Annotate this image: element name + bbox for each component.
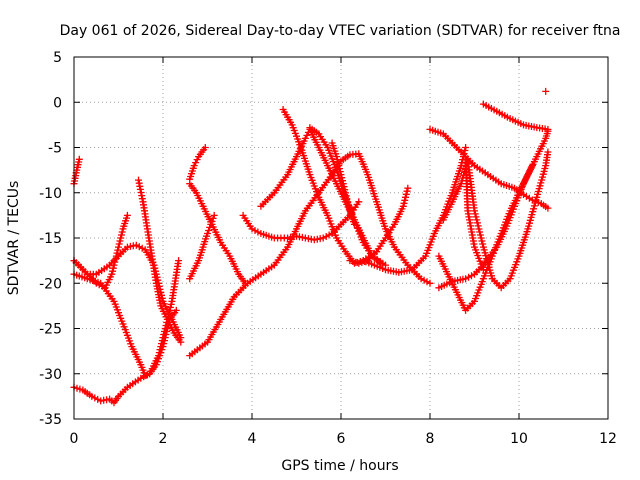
- axis-ticks: 0 2 4 6 8 10 12 5 0 -5 -10 -15 -20 -25 -30 -35: [39, 50, 617, 447]
- plus-markers: [135, 176, 185, 346]
- y-tick-label: -25: [39, 322, 62, 338]
- y-tick-label: -20: [39, 276, 62, 292]
- x-tick-label: 12: [599, 431, 617, 447]
- data-series: [70, 87, 552, 407]
- x-tick-label: 4: [248, 431, 257, 447]
- y-tick-label: -35: [39, 412, 62, 428]
- plus-markers: [346, 184, 412, 267]
- x-tick-label: 0: [70, 431, 79, 447]
- plus-markers: [439, 148, 552, 292]
- plus-markers: [186, 150, 434, 360]
- plus-markers: [435, 162, 536, 292]
- series-arc-22: [435, 162, 536, 292]
- series-arc-21: [439, 148, 552, 292]
- plus-markers: [542, 87, 550, 95]
- series-arc-06: [135, 176, 185, 346]
- series-arc-16: [346, 184, 412, 267]
- series-arc-12: [257, 125, 389, 269]
- y-tick-label: -15: [39, 231, 62, 247]
- series-arc-09: [186, 144, 209, 183]
- series-arc-05: [70, 270, 180, 380]
- plus-markers: [186, 211, 218, 283]
- y-tick-label: -10: [39, 186, 62, 202]
- y-tick-label: 0: [53, 95, 62, 111]
- plus-markers: [462, 153, 487, 274]
- plus-markers: [186, 144, 209, 183]
- y-tick-label: -5: [48, 141, 62, 157]
- y-axis-label: SDTVAR / TECUs: [6, 181, 22, 296]
- y-tick-label: 5: [53, 50, 62, 66]
- series-arc-10: [186, 150, 434, 360]
- x-tick-label: 8: [426, 431, 435, 447]
- series-arc-08: [186, 211, 218, 283]
- x-tick-label: 2: [159, 431, 168, 447]
- x-tick-label: 6: [337, 431, 346, 447]
- series-arc-20: [479, 100, 552, 133]
- series-arc-24: [542, 87, 550, 95]
- series-arc-01: [70, 155, 83, 188]
- series-arc-23: [462, 153, 487, 274]
- plus-markers: [306, 124, 385, 267]
- plus-markers: [479, 100, 552, 133]
- series-arc-15: [306, 124, 385, 267]
- chart-title: Day 061 of 2026, Sidereal Day-to-day VTE…: [60, 23, 621, 39]
- y-tick-label: -30: [39, 367, 62, 383]
- x-axis-label: GPS time / hours: [281, 458, 398, 474]
- x-tick-label: 10: [510, 431, 528, 447]
